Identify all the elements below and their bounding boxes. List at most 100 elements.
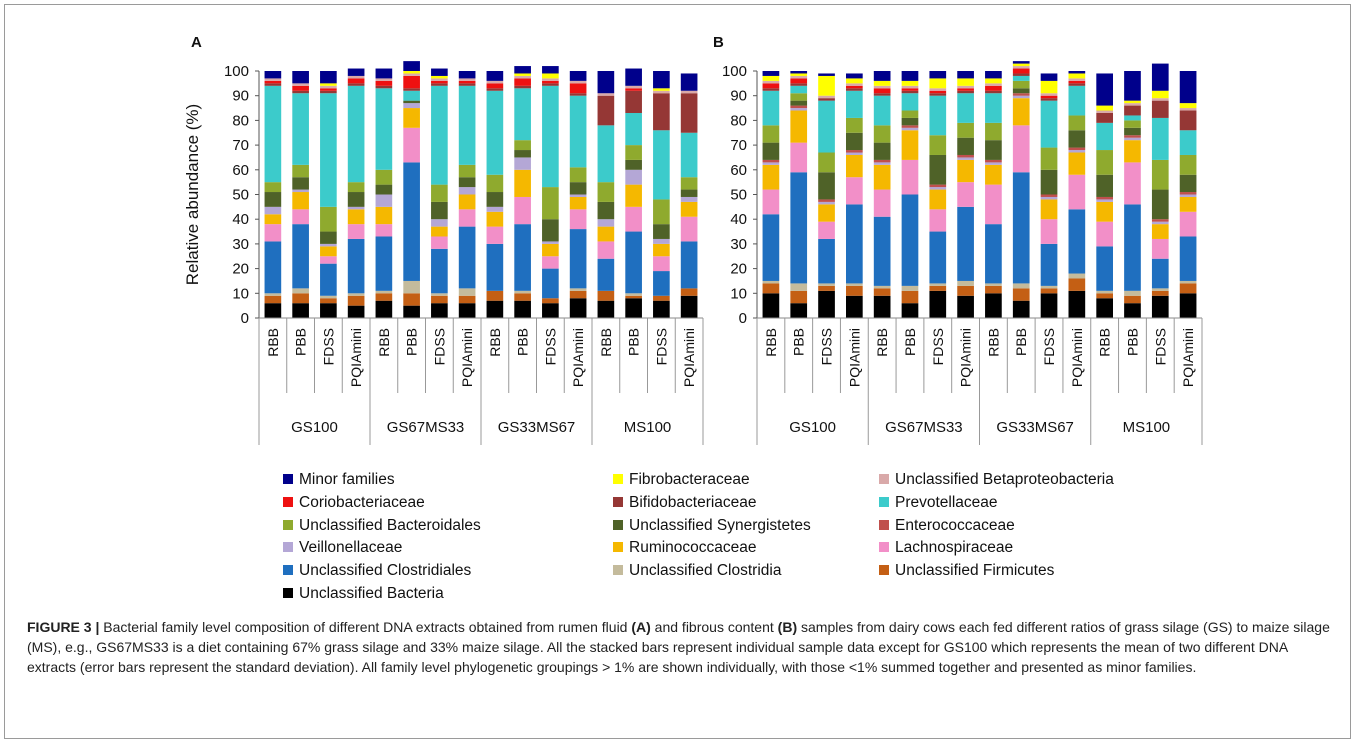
legend-swatch [879, 474, 889, 484]
bar-segment-coriobacteriaceae [375, 80, 393, 86]
legend-swatch [879, 496, 889, 507]
bar-segment-unclassified-clostridiales [762, 214, 780, 281]
bar-segment-coriobacteriaceae [929, 90, 947, 94]
bar-segment-enterococcaceae [790, 105, 808, 109]
bar-segment-minor-families [1068, 71, 1086, 74]
legend-label: Veillonellaceae [299, 539, 403, 557]
bar-segment-unclassified-bacteria [375, 300, 393, 318]
bar-segment-unclassified-synergistetes [431, 201, 448, 220]
bar-segment-unclassified-clostridia [514, 290, 531, 294]
bar-segment-unclassified-synergistetes [458, 177, 476, 188]
bar-segment-unclassified-bacteria [818, 290, 835, 318]
bar-segment-lachnospiraceae [625, 206, 642, 232]
bar-segment-unclassified-clostridia [1096, 290, 1113, 294]
bar-segment-ruminococcaceae [542, 243, 559, 257]
bar-segment-bifidobacteriaceae [929, 93, 947, 96]
bar-segment-unclassified-bacteria [458, 303, 476, 318]
bar-segment-bifidobacteriaceae [292, 90, 309, 94]
legend-swatch [283, 496, 293, 507]
bar-segment-ruminococcaceae [514, 169, 531, 197]
group-label: GS33MS67 [996, 419, 1074, 436]
x-tick-label: PBB [902, 328, 918, 356]
bar-segment-unclassified-bacteroidales [1040, 147, 1058, 170]
bar-segment-enterococcaceae [929, 184, 947, 188]
bar-segment-ruminococcaceae [264, 214, 282, 225]
bar-segment-unclassified-bacteria [1096, 298, 1113, 318]
group-label: MS100 [624, 419, 672, 436]
x-tick-label: PQIAmini [1069, 328, 1085, 387]
x-tick-label: RBB [1097, 328, 1113, 357]
bar-segment-unclassified-clostridia [1179, 280, 1197, 284]
bar-segment-enterococcaceae [818, 199, 835, 202]
bar-segment-unclassified-clostridiales [901, 194, 919, 286]
bar-segment-unclassified-bacteroidales [514, 140, 531, 151]
bar-segment-lachnospiraceae [292, 209, 309, 225]
bar-segment-coriobacteriaceae [873, 88, 891, 94]
x-tick-label: PBB [404, 328, 420, 356]
bar-segment-enterococcaceae [1124, 135, 1141, 138]
x-tick-label: PBB [791, 328, 807, 356]
bar-segment-lachnospiraceae [818, 221, 835, 239]
bar-segment-veillonellaceae [569, 194, 587, 197]
bar-segment-unclassified-betaproteobacteria [1096, 110, 1113, 113]
bar-segment-unclassified-bacteria [514, 300, 531, 318]
bar-segment-bifidobacteriaceae [625, 90, 642, 113]
bar-segment-unclassified-bacteroidales [375, 169, 393, 185]
x-tick-label: RBB [874, 328, 890, 357]
y-tick-label: 80 [232, 112, 249, 129]
bar-segment-unclassified-synergistetes [1124, 127, 1141, 136]
bar-segment-unclassified-betaproteobacteria [403, 73, 420, 76]
bar-segment-unclassified-clostridia [458, 288, 476, 296]
bar-segment-unclassified-clostridiales [680, 241, 698, 289]
bar-segment-prevotellaceae [790, 85, 808, 94]
bar-segment-coriobacteriaceae [292, 85, 309, 91]
bar-segment-ruminococcaceae [1040, 199, 1058, 220]
bar-segment-prevotellaceae [680, 132, 698, 178]
bar-segment-unclassified-clostridia [929, 283, 947, 286]
bar-segment-unclassified-betaproteobacteria [292, 83, 309, 86]
bar-segment-unclassified-firmicutes [1040, 288, 1058, 294]
bar-segment-prevotellaceae [542, 85, 559, 188]
bar-segment-unclassified-clostridia [569, 288, 587, 291]
bar-segment-unclassified-firmicutes [597, 290, 615, 301]
bar-segment-lachnospiraceae [1124, 162, 1141, 205]
bar-segment-fibrobacteraceae [1124, 100, 1141, 104]
bar-segment-prevotellaceae [403, 90, 420, 101]
bar-segment-lachnospiraceae [1096, 221, 1113, 247]
bar-segment-ruminococcaceae [292, 192, 309, 210]
bar-segment-lachnospiraceae [375, 224, 393, 237]
bar-segment-unclassified-firmicutes [957, 285, 974, 296]
bar-segment-unclassified-bacteria [957, 295, 974, 318]
bar-segment-unclassified-firmicutes [347, 295, 365, 306]
bar-segment-enterococcaceae [1179, 192, 1197, 195]
bar-segment-unclassified-bacteria [846, 295, 863, 318]
bar-segment-veillonellaceae [846, 152, 863, 155]
x-tick-label: FDSS [819, 328, 835, 365]
bar-segment-veillonellaceae [957, 157, 974, 160]
bar-segment-unclassified-clostridia [790, 283, 808, 291]
bar-segment-minor-families [486, 71, 504, 81]
bar-segment-coriobacteriaceae [569, 83, 587, 94]
bar-segment-coriobacteriaceae [431, 80, 448, 84]
bar-segment-lachnospiraceae [1012, 125, 1030, 173]
bar-segment-unclassified-clostridia [1151, 288, 1169, 291]
bar-segment-unclassified-bacteroidales [569, 167, 587, 183]
legend-swatch [283, 565, 293, 576]
bar-segment-unclassified-betaproteobacteria [458, 78, 476, 81]
bar-segment-bifidobacteriaceae [597, 95, 615, 126]
bar-segment-minor-families [957, 71, 974, 79]
bar-segment-minor-families [597, 71, 615, 94]
bar-segment-unclassified-bacteroidales [762, 125, 780, 143]
legend-item: Coriobacteriaceae [283, 494, 425, 512]
bar-segment-unclassified-bacteroidales [458, 164, 476, 178]
bar-segment-unclassified-clostridiales [818, 238, 835, 284]
bar-segment-unclassified-betaproteobacteria [985, 83, 1002, 86]
bar-segment-enterococcaceae [1096, 196, 1113, 200]
x-tick-label: RBB [598, 328, 614, 357]
legend-swatch [879, 565, 889, 576]
bar-segment-coriobacteriaceae [1040, 95, 1058, 99]
bar-segment-veillonellaceae [625, 169, 642, 185]
x-tick-label: PQIAmini [570, 328, 586, 387]
panel-letter: A [191, 34, 202, 51]
bar-segment-bifidobacteriaceae [486, 88, 504, 91]
